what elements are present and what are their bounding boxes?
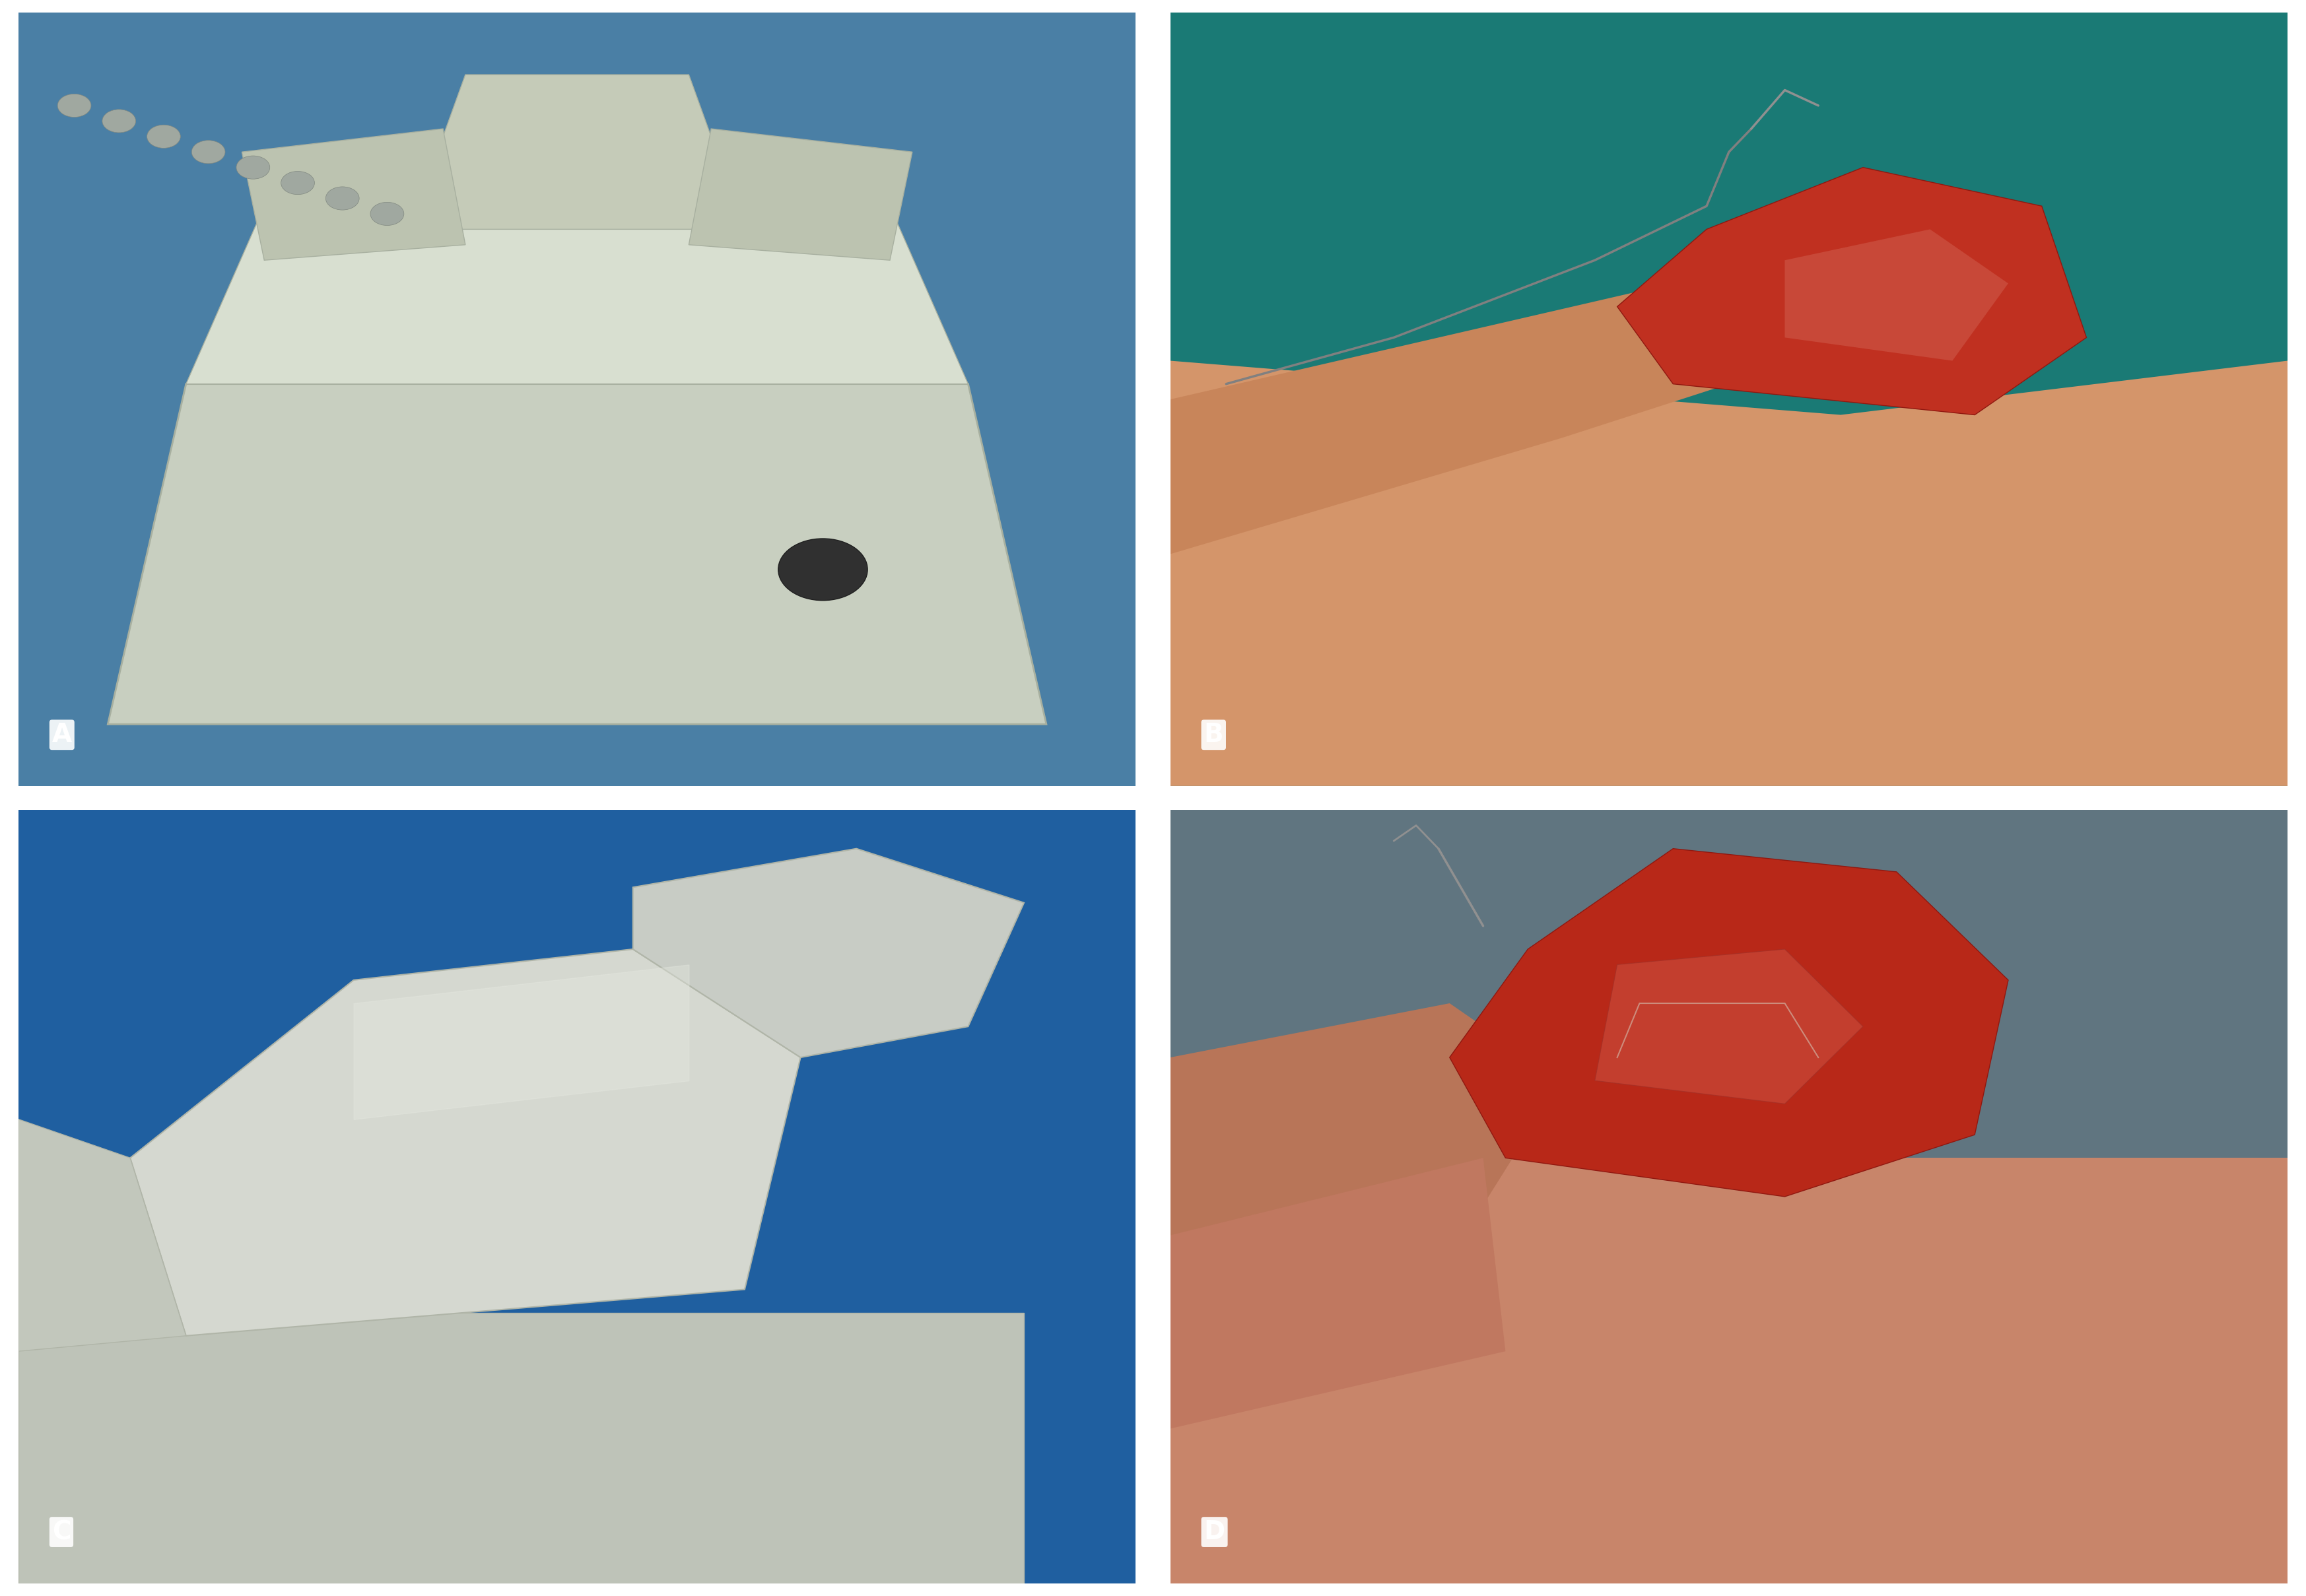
Text: C: C bbox=[53, 1519, 71, 1545]
Polygon shape bbox=[1169, 284, 1785, 554]
Polygon shape bbox=[1169, 1159, 2288, 1583]
Polygon shape bbox=[187, 206, 969, 385]
Text: B: B bbox=[1204, 723, 1224, 747]
Polygon shape bbox=[632, 849, 1024, 1058]
Circle shape bbox=[777, 538, 867, 600]
Polygon shape bbox=[18, 1312, 1024, 1583]
Polygon shape bbox=[1617, 168, 2087, 415]
Polygon shape bbox=[1169, 811, 2288, 1197]
Polygon shape bbox=[108, 385, 1047, 725]
Polygon shape bbox=[1450, 849, 2009, 1197]
Circle shape bbox=[101, 110, 136, 132]
Circle shape bbox=[148, 124, 180, 148]
Polygon shape bbox=[129, 950, 800, 1336]
Text: A: A bbox=[53, 723, 71, 747]
Polygon shape bbox=[1596, 950, 1863, 1104]
Polygon shape bbox=[242, 129, 466, 260]
Circle shape bbox=[58, 94, 90, 117]
Polygon shape bbox=[18, 1119, 187, 1352]
Text: D: D bbox=[1204, 1519, 1224, 1545]
Polygon shape bbox=[1169, 1004, 1561, 1312]
Circle shape bbox=[235, 156, 270, 179]
Polygon shape bbox=[1785, 230, 2009, 361]
Polygon shape bbox=[410, 75, 745, 230]
Polygon shape bbox=[1169, 361, 2288, 787]
Circle shape bbox=[371, 203, 404, 225]
Circle shape bbox=[281, 171, 314, 195]
Polygon shape bbox=[689, 129, 913, 260]
Bar bbox=[1169, 13, 2288, 437]
Circle shape bbox=[325, 187, 360, 211]
Polygon shape bbox=[1169, 1159, 1506, 1428]
Circle shape bbox=[191, 140, 226, 163]
